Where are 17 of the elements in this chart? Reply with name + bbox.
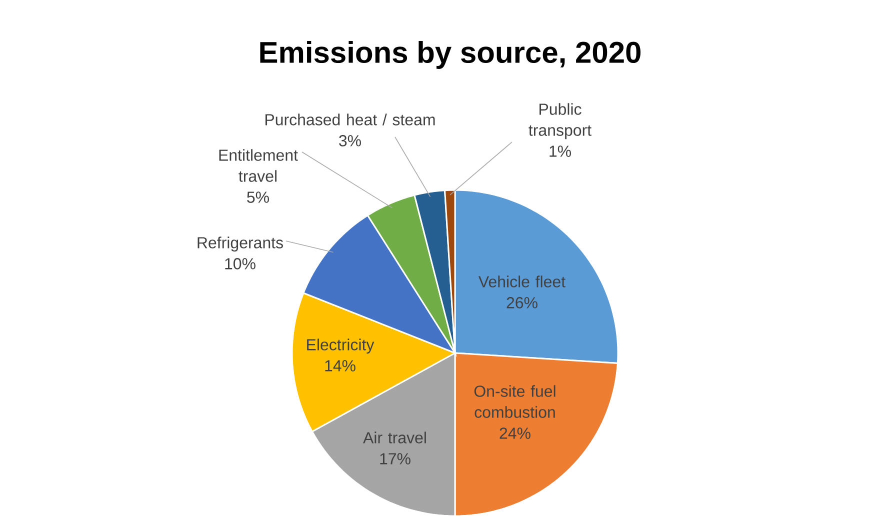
data-label: 3% — [339, 135, 361, 146]
data-label: 14% — [325, 360, 356, 372]
slice-label: Air travel — [363, 432, 426, 444]
slice-label: Refrigerants — [198, 236, 283, 252]
data-label: 1% — [550, 146, 571, 157]
slice-label: Electricity — [307, 338, 374, 354]
data-label: 10% — [225, 258, 256, 270]
slice-label: Entitlement travel — [219, 149, 298, 182]
slice-label: Public transport — [528, 103, 592, 140]
data-label: 17% — [380, 453, 410, 464]
data-label: 5% — [247, 192, 269, 203]
slice-label: Vehicle fleet — [478, 276, 566, 288]
slice-label: On-site fuel combustion — [474, 385, 556, 418]
chart-title: Emissions by source, 2020 — [260, 41, 640, 69]
data-label: 26% — [506, 297, 538, 308]
data-label: 24% — [500, 428, 530, 439]
slice-label: Purchased heat / steam — [266, 114, 435, 126]
